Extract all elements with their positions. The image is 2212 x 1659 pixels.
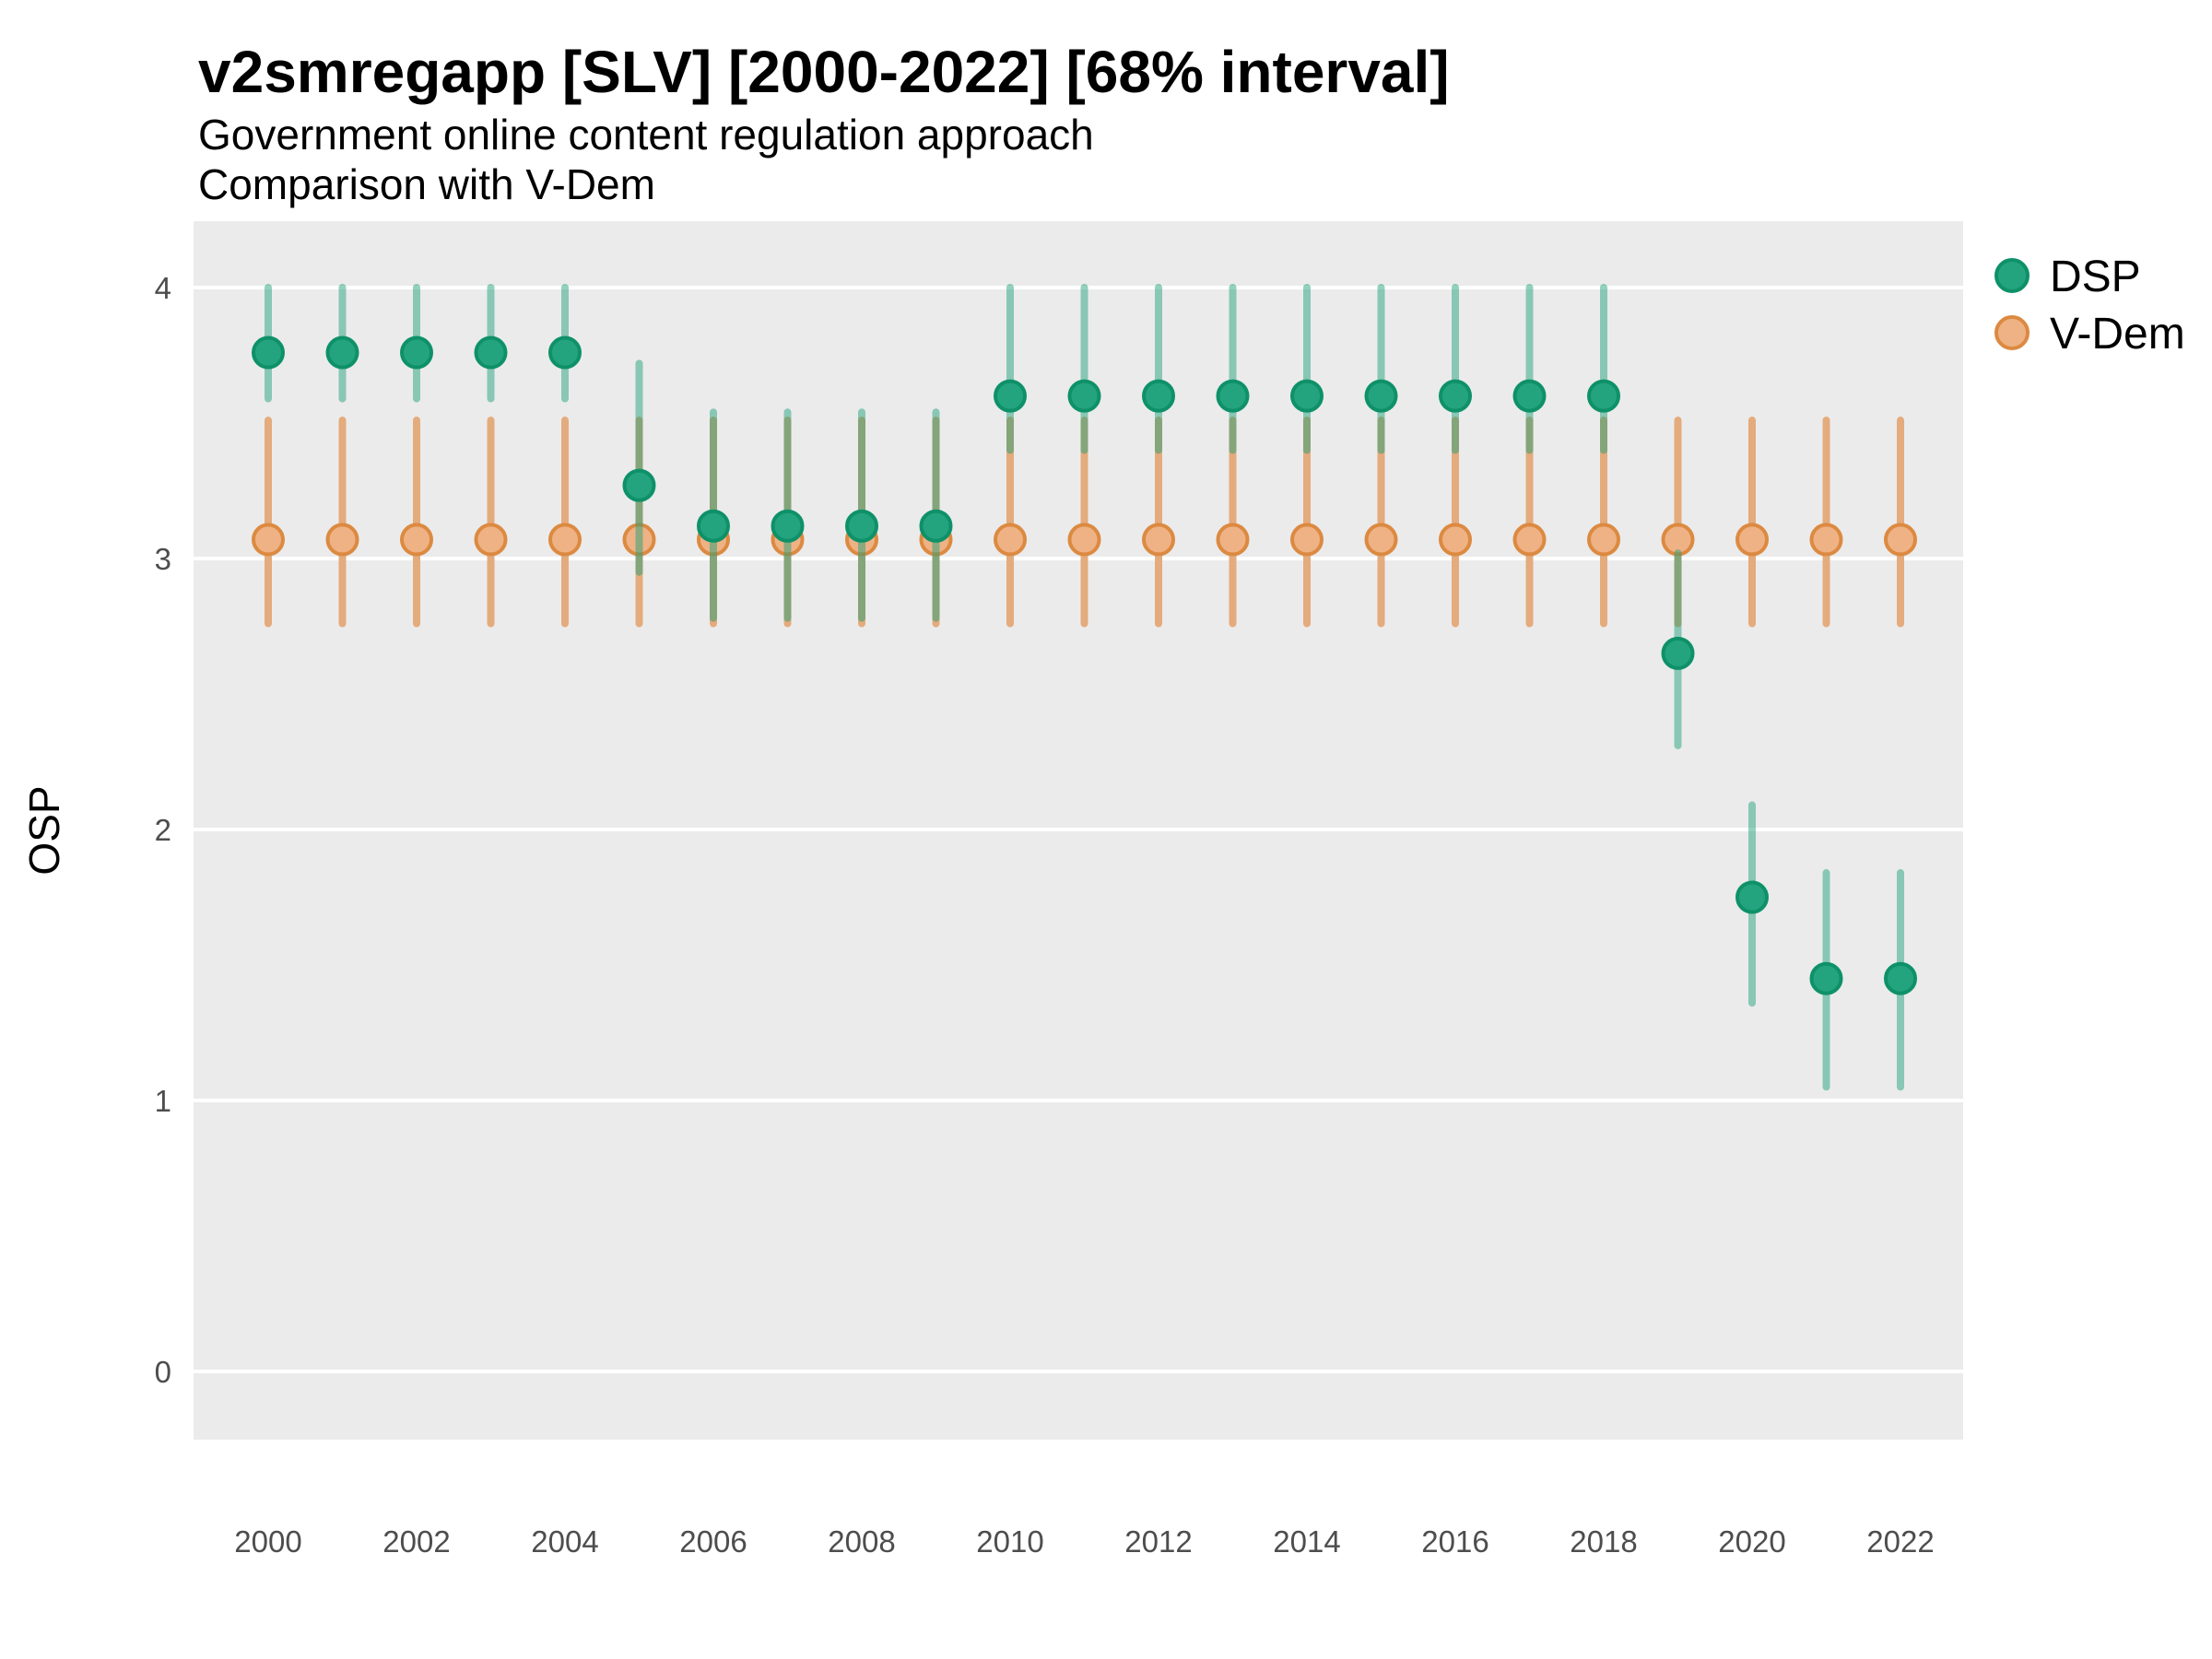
dsp-point-2015: [1364, 379, 1398, 413]
vdem-point-2011: [1067, 523, 1101, 557]
x-axis-tick-labels: 2000 2002 2004 2006 2008 2010 2012 2014 2016 2018…: [234, 1524, 1934, 1559]
x-tick-label-2008: 2008: [828, 1524, 895, 1559]
legend-dsp-marker-icon: [1994, 258, 2030, 293]
x-tick-label-2022: 2022: [1866, 1524, 1934, 1559]
dsp-point-2017: [1512, 379, 1547, 413]
vdem-point-2021: [1809, 523, 1843, 557]
dsp-point-2002: [400, 335, 433, 370]
dsp-point-2018: [1587, 379, 1620, 413]
y-tick-label-4: 4: [155, 271, 171, 305]
x-tick-label-2012: 2012: [1124, 1524, 1192, 1559]
x-tick-label-2004: 2004: [531, 1524, 598, 1559]
dsp-point-2009: [919, 509, 953, 543]
x-tick-label-2000: 2000: [234, 1524, 301, 1559]
legend: DSP V-Dem: [1994, 253, 2185, 359]
dsp-point-2006: [697, 509, 730, 543]
chart-subtitle-line2: Comparison with V-Dem: [198, 160, 655, 208]
dsp-point-2008: [845, 509, 878, 543]
x-tick-label-2006: 2006: [679, 1524, 747, 1559]
vdem-point-2005: [622, 523, 656, 557]
dsp-point-2000: [252, 335, 285, 370]
vdem-point-2003: [474, 523, 508, 557]
dsp-point-2003: [474, 335, 508, 370]
x-tick-label-2014: 2014: [1273, 1524, 1340, 1559]
x-tick-label-2020: 2020: [1718, 1524, 1785, 1559]
dsp-point-2022: [1884, 961, 1917, 995]
vdem-point-2002: [400, 523, 433, 557]
dsp-point-2001: [325, 335, 359, 370]
y-tick-label-2: 2: [155, 813, 171, 847]
vdem-point-2017: [1512, 523, 1547, 557]
dsp-point-2021: [1809, 961, 1843, 995]
x-tick-label-2002: 2002: [382, 1524, 450, 1559]
dsp-point-2012: [1142, 379, 1175, 413]
dsp-point-2005: [622, 468, 656, 502]
legend-vdem-label: V-Dem: [2050, 310, 2185, 359]
dsp-point-2004: [548, 335, 582, 370]
chart-subtitle-line1: Government online content regulation app…: [198, 111, 1094, 159]
x-tick-label-2018: 2018: [1570, 1524, 1637, 1559]
dsp-point-2019: [1661, 636, 1695, 670]
dsp-point-2020: [1735, 880, 1769, 914]
dsp-point-2010: [994, 379, 1027, 413]
x-tick-label-2010: 2010: [976, 1524, 1043, 1559]
vdem-point-2001: [325, 523, 359, 557]
y-tick-label-1: 1: [155, 1084, 171, 1118]
vdem-point-2000: [252, 523, 285, 557]
vdem-point-2016: [1439, 523, 1472, 557]
vdem-point-2004: [548, 523, 582, 557]
vdem-point-2020: [1735, 523, 1769, 557]
vdem-point-2019: [1661, 523, 1695, 557]
vdem-point-2012: [1142, 523, 1175, 557]
dsp-point-2016: [1439, 379, 1472, 413]
series-marks: [252, 284, 1917, 1091]
dsp-point-2013: [1216, 379, 1250, 413]
dsp-point-2007: [771, 509, 805, 543]
y-tick-label-0: 0: [155, 1355, 171, 1389]
vdem-point-2014: [1290, 523, 1324, 557]
legend-dsp-label: DSP: [2050, 253, 2141, 301]
vdem-point-2022: [1884, 523, 1917, 557]
chart-title: v2smregapp [SLV] [2000-2022] [68% interv…: [198, 39, 1450, 105]
legend-vdem-marker-icon: [1994, 315, 2030, 350]
y-axis-tick-labels: 0 1 2 3 4: [155, 271, 171, 1389]
x-tick-label-2016: 2016: [1421, 1524, 1488, 1559]
vdem-point-2013: [1216, 523, 1250, 557]
vdem-point-2015: [1364, 523, 1398, 557]
vdem-point-2018: [1587, 523, 1620, 557]
dsp-point-2011: [1067, 379, 1101, 413]
y-axis-title: OSP: [20, 785, 68, 875]
y-tick-label-3: 3: [155, 542, 171, 576]
vdem-point-2010: [994, 523, 1027, 557]
dsp-point-2014: [1290, 379, 1324, 413]
